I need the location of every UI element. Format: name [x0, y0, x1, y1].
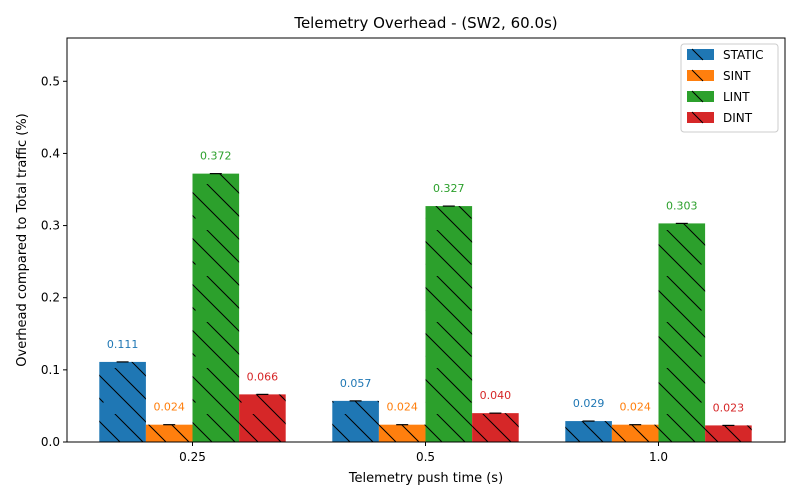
bar-hatch-lint-0.25: [192, 173, 240, 442]
legend-box: [680, 43, 779, 133]
data-label-sint-0.5: 0.024: [386, 401, 418, 414]
bar-hatch-dint-0.25: [239, 394, 286, 442]
legend-label-lint: LINT: [723, 90, 750, 104]
data-label-dint-0.25: 0.066: [247, 370, 279, 383]
plot-area: 0.111 0.057 0.029 0.024 0.024 0.024 0.372 0.327…: [99, 150, 752, 442]
legend-label-static: STATIC: [723, 48, 764, 62]
data-label-static-0.25: 0.111: [107, 338, 139, 351]
data-label-lint-1.0: 0.303: [666, 199, 698, 212]
y-tick-label: 0.3: [41, 219, 60, 233]
bar-hatch-sint-1.0: [611, 424, 659, 442]
legend-swatch-hatch: [691, 90, 704, 103]
y-axis: 0.0 0.1 0.2 0.3 0.4 0.5: [41, 74, 67, 449]
bar-hatch-dint-0.5: [472, 413, 519, 442]
legend-swatch-hatch: [691, 48, 704, 61]
data-label-dint-0.5: 0.040: [480, 389, 512, 402]
data-label-sint-1.0: 0.024: [619, 401, 651, 414]
y-tick-label: 0.1: [41, 363, 60, 377]
legend-swatch-sint: [687, 70, 714, 81]
plot-frame: [66, 37, 786, 443]
legend-swatch-hatch: [691, 111, 704, 124]
data-label-lint-0.25: 0.372: [200, 150, 232, 163]
x-tick-label: 0.5: [416, 450, 435, 464]
data-label-dint-1.0: 0.023: [713, 401, 745, 414]
y-tick-label: 0.4: [41, 146, 60, 160]
data-label-static-0.5: 0.057: [340, 377, 372, 390]
bar-hatch-dint-1.0: [705, 425, 752, 442]
y-tick-label: 0.5: [41, 74, 60, 88]
x-tick-label: 1.0: [649, 450, 668, 464]
data-label-lint-0.5: 0.327: [433, 182, 465, 195]
x-tick-label: 0.25: [179, 450, 206, 464]
y-tick-label: 0.2: [41, 291, 60, 305]
bar-hatch-lint-0.5: [425, 206, 473, 442]
y-tick-label: 0.0: [41, 435, 60, 449]
legend-swatch-hatch: [691, 69, 704, 82]
legend-swatch-lint: [687, 91, 714, 102]
bar-hatch-lint-1.0: [658, 223, 706, 442]
data-label-static-1.0: 0.029: [573, 397, 605, 410]
legend-swatch-dint: [687, 112, 714, 123]
y-axis-label: Overhead compared to Total traffic (%): [15, 113, 30, 366]
legend: STATIC SINT LINT DINT: [680, 43, 779, 133]
legend-label-dint: DINT: [723, 111, 753, 125]
legend-swatch-static: [687, 49, 714, 60]
data-label-sint-0.25: 0.024: [153, 401, 185, 414]
legend-label-sint: SINT: [723, 69, 751, 83]
bar-hatch-static-0.25: [99, 361, 146, 442]
bar-hatch-sint-0.25: [145, 424, 193, 442]
chart-title: Telemetry Overhead - (SW2, 60.0s): [293, 14, 557, 32]
x-axis: 0.25 0.5 1.0: [179, 442, 668, 464]
bar-hatch-sint-0.5: [378, 424, 426, 442]
bar-hatch-static-0.5: [332, 400, 379, 442]
bar-hatch-static-1.0: [565, 421, 612, 442]
x-axis-label: Telemetry push time (s): [348, 471, 503, 486]
